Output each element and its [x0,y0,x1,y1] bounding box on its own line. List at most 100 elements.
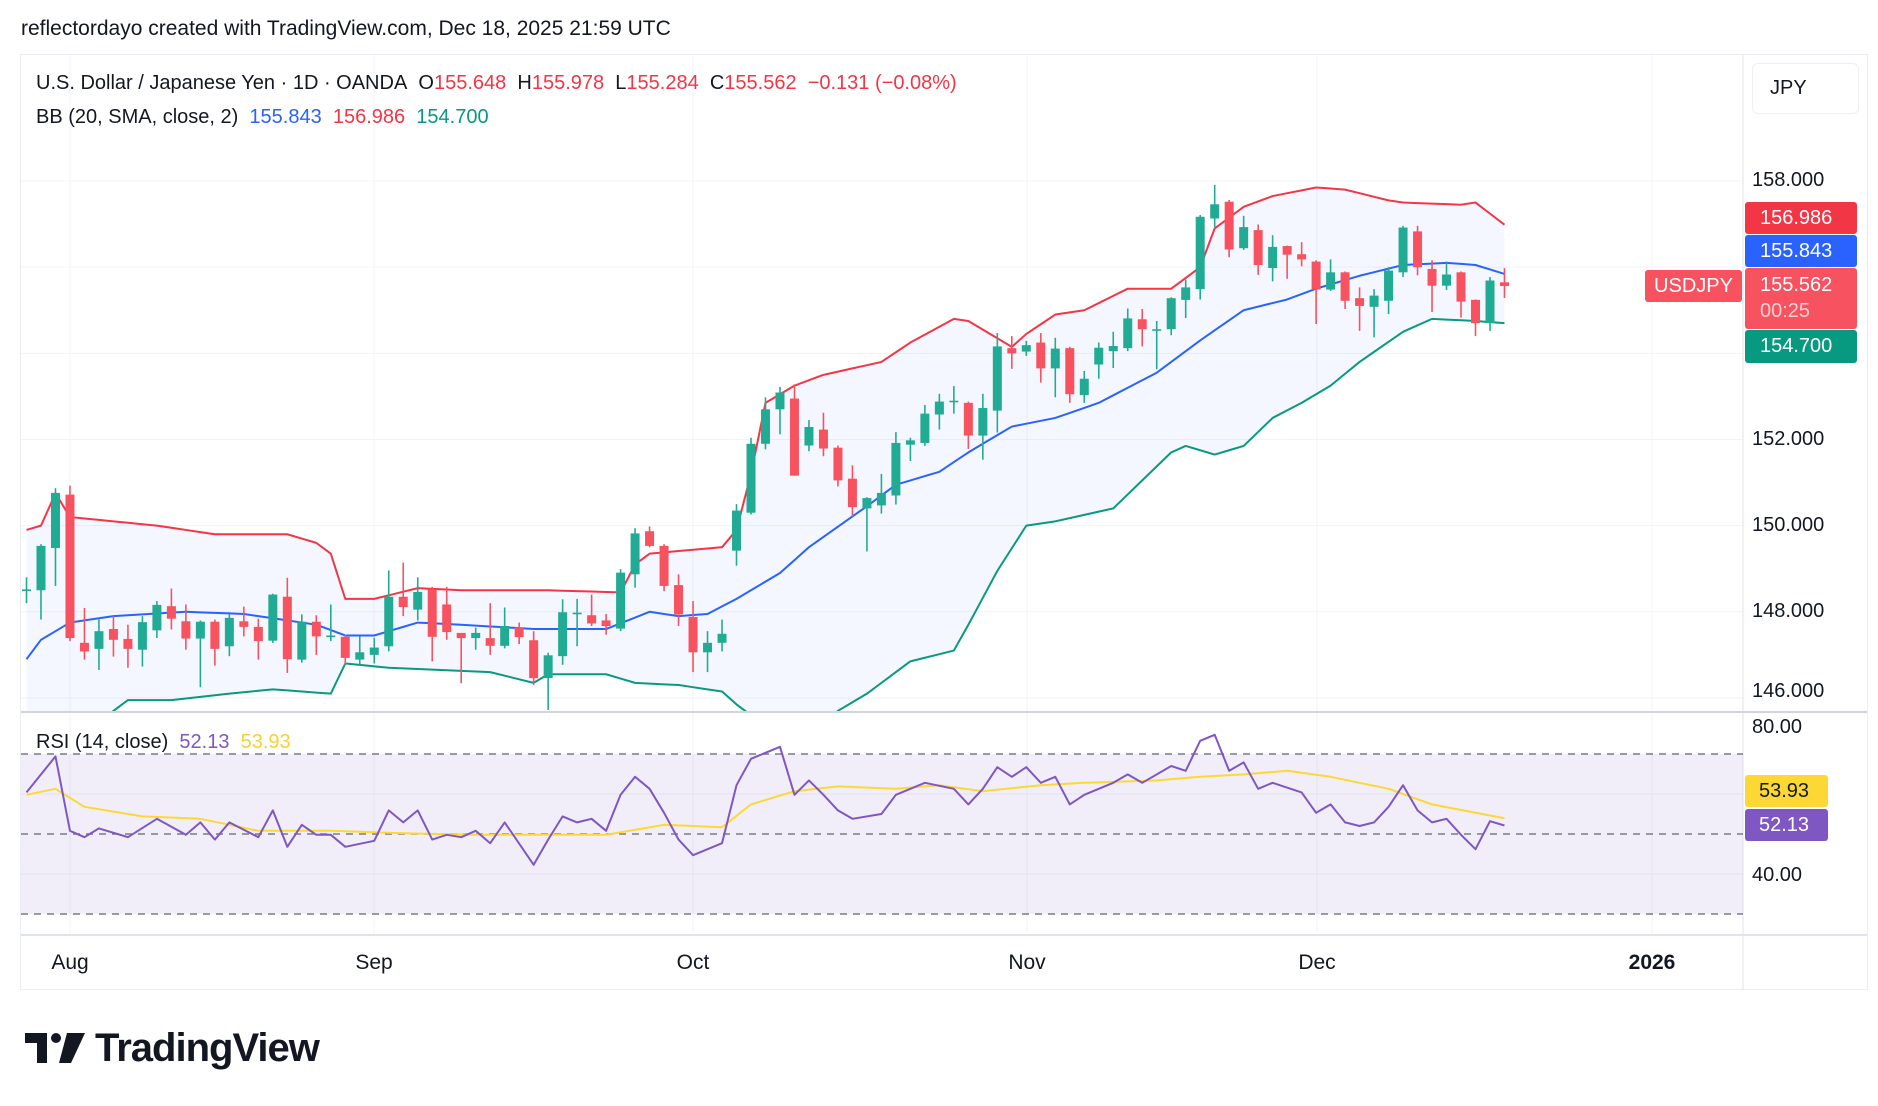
candle-body [1253,230,1263,266]
bb-title[interactable]: BB (20, SMA, close, 2) [36,106,239,128]
candle [427,586,437,662]
candle [1224,199,1234,258]
candle [963,401,973,449]
candle [166,588,176,630]
bb-lower-line [111,317,1505,711]
candle [1384,267,1394,315]
candle-body [1021,345,1031,352]
bb-lower-value: 154.700 [416,106,489,128]
candle [1499,268,1509,299]
chart-frame [20,54,1868,990]
candle-body [833,447,843,481]
bb-basis-price-tag: 155.843 [1745,235,1857,267]
candle [674,574,684,627]
candle [746,437,756,515]
candle [514,622,524,645]
candle [934,393,944,430]
candle [1065,346,1075,403]
bb-legend[interactable]: BB (20, SMA, close, 2) 155.843 156.986 1… [36,106,489,129]
candle [703,631,713,673]
rsi-tag: 52.13 [1745,809,1828,841]
symbol-title[interactable]: U.S. Dollar / Japanese Yen · 1D · OANDA [36,72,408,94]
candle-body [659,545,669,586]
candle-body [992,346,1002,411]
price-label-158: 158.000 [1752,169,1825,191]
candle [384,570,394,652]
candle [1239,215,1249,250]
candle-body [789,398,799,476]
candle-body [1239,227,1249,249]
bb-fill [26,187,1505,711]
candle [630,528,640,588]
tradingview-logo-text: TradingView [95,1026,320,1070]
bar-countdown: 00:25 [1760,300,1811,322]
candle-body [268,594,278,641]
candle [601,613,611,635]
candle [876,473,886,514]
price-label-148: 148.000 [1752,600,1825,622]
candle [529,631,539,686]
candle [282,577,292,673]
candle [210,619,220,666]
candle [949,386,959,414]
candle [732,504,742,566]
candle-body [1282,246,1292,255]
candles [22,184,1509,711]
time-label-oct: Oct [676,951,710,974]
candle [558,599,568,665]
candle [340,634,350,665]
candle-body [137,622,147,650]
candle [369,637,379,664]
candle [1094,342,1104,379]
last-price-value: 155.562 [1760,274,1833,296]
time-label-aug: Aug [51,951,89,974]
rsi-legend[interactable]: RSI (14, close) 52.13 53.93 [36,731,291,754]
open-label: O [418,72,434,94]
candle-body [181,621,191,639]
rsi-label-40: 40.00 [1752,864,1803,886]
candle [50,488,60,586]
candle-body [123,638,133,649]
tradingview-logo[interactable]: TradingView [25,1026,320,1070]
candle [1137,308,1147,347]
candle [717,619,727,652]
grid-lines [21,55,1743,934]
candle-body [746,443,756,513]
candle-body [1456,272,1466,302]
candle [992,333,1002,433]
candle [456,632,466,684]
candle-body [311,621,321,637]
candle [442,586,452,640]
candle [1268,235,1278,282]
open-value: 155.648 [433,72,507,94]
candle-body [369,647,379,655]
candle-body [934,401,944,415]
candle [1036,333,1046,383]
candle [847,465,857,517]
candle [500,607,510,649]
candle-body [1268,246,1278,269]
candle [1021,340,1031,356]
candle [1485,277,1495,331]
rsi-lines [25,733,1505,866]
candle [587,594,597,627]
currency-button[interactable]: JPY [1752,63,1859,114]
candle-body [1485,280,1495,324]
symbol-legend[interactable]: U.S. Dollar / Japanese Yen · 1D · OANDA … [36,72,957,95]
candle [920,405,930,446]
candle-body [1123,318,1133,349]
candle-body [326,635,336,638]
candle-body [876,492,886,506]
candle-body [1369,295,1379,307]
candle [1456,271,1466,318]
candle [804,420,814,452]
close-value: 155.562 [724,72,797,94]
candle-body [94,631,104,649]
rsi-title[interactable]: RSI (14, close) [36,731,169,753]
candle [268,593,278,643]
candle-body [688,616,698,653]
candle-body [253,626,263,642]
candle [1181,279,1191,318]
candle [818,412,828,457]
